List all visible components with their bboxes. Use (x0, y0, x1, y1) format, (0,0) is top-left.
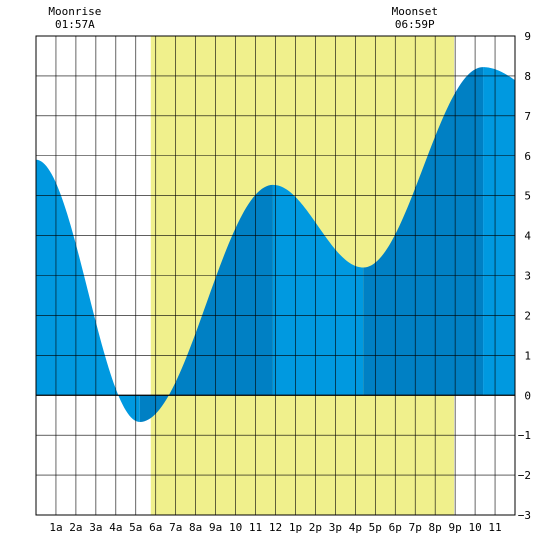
x-tick-label: 7a (169, 521, 182, 534)
x-tick-label: 12 (269, 521, 282, 534)
x-tick-label: 8p (429, 521, 442, 534)
moonset-label: Moonset (392, 5, 438, 18)
y-tick-label: 7 (524, 110, 531, 123)
y-tick-label: 3 (524, 270, 531, 283)
x-tick-label: 8a (189, 521, 202, 534)
tide-area-segment-5 (483, 67, 515, 396)
x-tick-label: 4a (109, 521, 122, 534)
y-tick-label: 8 (524, 70, 531, 83)
x-tick-label: 9a (209, 521, 222, 534)
x-tick-label: 1p (289, 521, 302, 534)
y-tick-label: 4 (524, 230, 531, 243)
tide-area-segment-2 (139, 184, 273, 422)
x-tick-label: 4p (349, 521, 362, 534)
plot-border (35, 35, 516, 516)
x-tick-label: 2a (69, 521, 82, 534)
y-tick-label: 0 (524, 389, 531, 402)
x-tick-label: 2p (309, 521, 322, 534)
moonset-time: 06:59P (395, 18, 435, 31)
y-tick-label: 2 (524, 309, 531, 322)
y-tick-label: 6 (524, 150, 531, 163)
x-tick-label: 3p (329, 521, 342, 534)
y-tick-label: −2 (518, 469, 531, 482)
tide-area-segment-4 (363, 67, 484, 396)
x-tick-label: 5p (369, 521, 382, 534)
x-tick-label: 11 (488, 521, 501, 534)
tide-area-segment-1 (36, 159, 140, 422)
x-tick-label: 9p (449, 521, 462, 534)
moonrise-label: Moonrise (48, 5, 101, 18)
x-tick-label: 11 (249, 521, 262, 534)
y-tick-label: 9 (524, 30, 531, 43)
x-tick-label: 6a (149, 521, 162, 534)
y-tick-label: 5 (524, 190, 531, 203)
y-tick-label: −1 (518, 429, 531, 442)
x-tick-label: 1a (49, 521, 62, 534)
x-tick-label: 5a (129, 521, 142, 534)
moonrise-time: 01:57A (55, 18, 95, 31)
x-tick-label: 10 (229, 521, 242, 534)
y-tick-label: 1 (524, 349, 531, 362)
x-tick-label: 3a (89, 521, 102, 534)
x-tick-label: 10 (468, 521, 481, 534)
x-tick-label: 7p (409, 521, 422, 534)
y-tick-label: −3 (518, 509, 531, 522)
x-tick-label: 6p (389, 521, 402, 534)
